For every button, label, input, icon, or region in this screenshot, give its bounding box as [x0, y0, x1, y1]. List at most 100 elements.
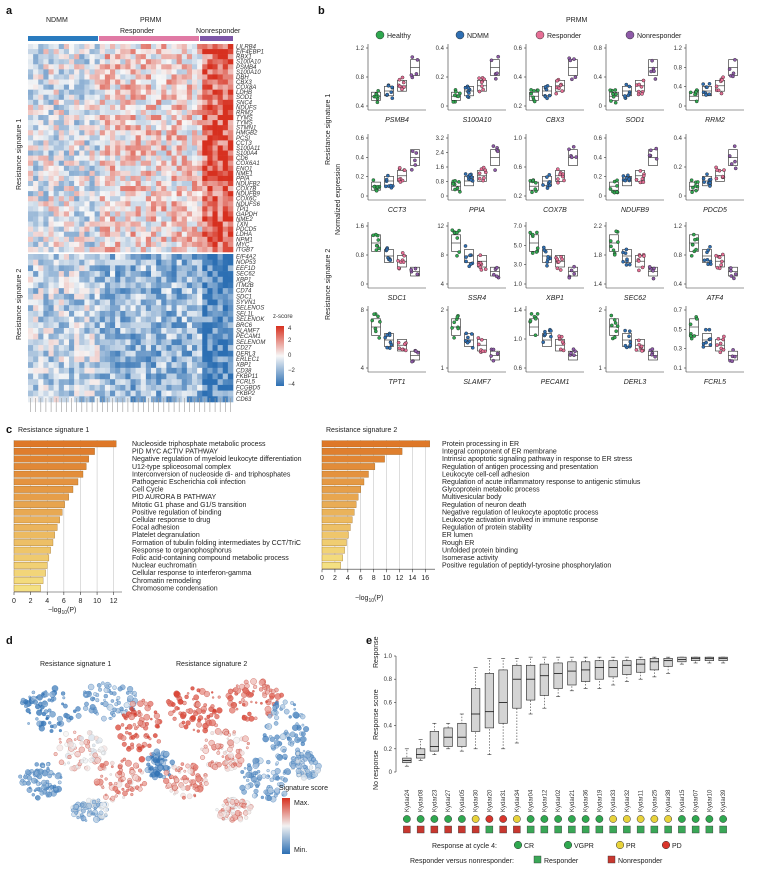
heatmap-cell: [99, 246, 106, 253]
gene-label-sig1: CCT3: [236, 141, 252, 147]
heatmap-cell: [135, 150, 142, 156]
gene-name: RRM2: [705, 117, 725, 124]
heatmap-cell: [74, 259, 80, 266]
heatmap-cell: [58, 175, 65, 182]
heatmap-cell: [207, 59, 213, 65]
gene-label-sig2: FKBP11: [236, 374, 258, 380]
heatmap-cell: [84, 115, 90, 121]
data-point: [476, 342, 481, 347]
heatmap-cell: [192, 89, 198, 96]
heatmap-cell: [135, 236, 142, 243]
heatmap-cell: [74, 79, 80, 85]
heatmap-cell: [161, 175, 167, 182]
heatmap-cell: [192, 379, 198, 386]
data-point: [477, 76, 481, 80]
heatmap-cell: [161, 231, 167, 238]
data-point: [628, 340, 633, 344]
heatmap-cell: [99, 165, 106, 172]
heatmap-cell: [166, 322, 172, 329]
heatmap-cell: [115, 175, 121, 182]
cell-point: [148, 737, 152, 741]
cell-point: [87, 683, 95, 691]
heatmap-cell: [166, 350, 172, 357]
heatmap-cell: [217, 316, 224, 323]
gene-label-sig1: NPM1: [236, 237, 253, 243]
data-point: [707, 327, 712, 332]
heatmap-cell: [79, 155, 85, 161]
heatmap-cell: [43, 160, 49, 167]
heatmap-cell: [197, 180, 203, 187]
cell-point: [274, 693, 282, 700]
heatmap-cell: [197, 299, 203, 306]
heatmap-cell: [227, 265, 234, 272]
heatmap-cell: [99, 44, 106, 50]
heatmap-cell: [135, 265, 142, 272]
heatmap-cell: [84, 94, 90, 101]
heatmap-cell: [171, 140, 177, 146]
heatmap-cell: [192, 64, 198, 70]
heatmap-cell: [33, 322, 39, 329]
heatmap-cell: [74, 54, 80, 60]
x-tick-label: 6: [359, 575, 363, 582]
heatmap-cell: [135, 84, 142, 90]
heatmap-cell: [125, 231, 131, 238]
cell-point: [96, 737, 103, 744]
data-point: [720, 174, 725, 179]
cell-point: [273, 793, 278, 798]
heatmap-cell: [79, 94, 85, 101]
cell-point: [267, 713, 273, 719]
heatmap-cell: [84, 130, 90, 136]
heatmap-cell: [151, 221, 157, 227]
heatmap-cell: [156, 367, 162, 374]
heatmap-cell: [181, 120, 188, 126]
heatmap-cell: [140, 99, 147, 106]
cell-point: [252, 757, 259, 764]
heatmap-cell: [135, 226, 142, 232]
heatmap-cell: [48, 165, 54, 172]
data-point: [554, 91, 559, 96]
heatmap-cell: [145, 211, 152, 217]
heatmap-cell: [43, 271, 49, 278]
heatmap-cell: [222, 140, 229, 146]
heatmap-cell: [110, 155, 116, 161]
cell-point: [139, 783, 143, 787]
gene-label-sig1: LDHA: [236, 232, 252, 238]
data-point: [396, 340, 401, 345]
heatmap-cell: [43, 186, 49, 192]
cell-point: [104, 812, 108, 817]
heatmap-cell: [135, 221, 142, 227]
heatmap-cell: [79, 69, 85, 75]
heatmap-cell: [84, 356, 90, 363]
heatmap-cell: [166, 211, 172, 217]
heatmap-cell: [84, 59, 90, 65]
heatmap-cell: [99, 54, 106, 60]
cell-point: [246, 804, 254, 811]
heatmap-cell: [207, 130, 213, 136]
data-point: [718, 350, 723, 355]
heatmap-cell: [43, 211, 49, 217]
heatmap-cell: [176, 390, 183, 397]
heatmap-cell: [186, 44, 193, 50]
heatmap-cell: [197, 160, 203, 167]
heatmap-cell: [140, 333, 147, 340]
heatmap-cell: [156, 276, 162, 283]
heatmap-cell: [227, 175, 234, 182]
data-point: [463, 244, 468, 248]
heatmap-cell: [156, 64, 162, 70]
heatmap-cell: [181, 175, 188, 182]
x-tick-label: 4: [45, 598, 49, 605]
heatmap-cell: [84, 373, 90, 380]
heatmap-cell: [115, 180, 121, 187]
heatmap-cell: [212, 206, 218, 212]
heatmap-cell: [156, 305, 162, 312]
heatmap-cell: [28, 59, 34, 65]
heatmap-cell: [166, 170, 172, 177]
heatmap-cell: [94, 345, 101, 352]
heatmap-cell: [104, 49, 111, 55]
heatmap-cell: [115, 299, 121, 306]
nonresponder-bar: [200, 36, 233, 41]
heatmap-cell: [63, 339, 70, 346]
heatmap-cell: [43, 79, 49, 85]
x-tick-label: 8: [79, 598, 83, 605]
gene-label-sig1: NME2: [236, 217, 253, 223]
